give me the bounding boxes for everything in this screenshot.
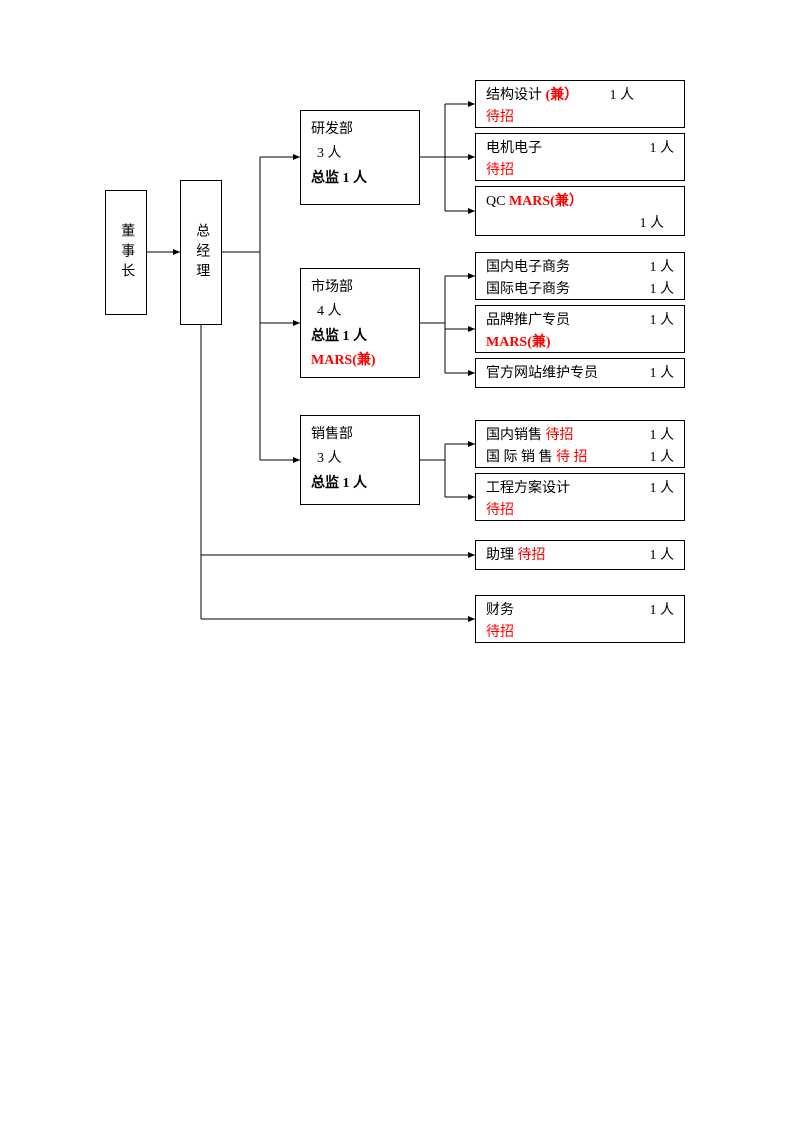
p10-l2: 待招 (486, 622, 674, 644)
dept-market-sup-text: 总监 1 人 (311, 329, 367, 344)
pos-struct-design: 结构设计 (兼） 1 人 待招 (475, 80, 685, 128)
p5-l1a: 品牌推广专员 (486, 310, 570, 332)
p4-l1c: 1 人 (650, 257, 675, 279)
p8-l2: 待招 (486, 500, 674, 522)
p2-l2: 待招 (486, 160, 674, 182)
p3-l2c: 1 人 (640, 216, 665, 231)
dept-sales-name: 销售部 (311, 424, 409, 446)
pos-ecom: 国内电子商务 1 人 国际电子商务 1 人 (475, 252, 685, 300)
p9-l1c: 1 人 (650, 545, 675, 567)
p10-l1a: 财务 (486, 600, 514, 622)
dept-market-count: 4 人 (311, 301, 409, 323)
dept-rd-box: 研发部 3 人 总监 1 人 (300, 110, 420, 205)
dept-sales-box: 销售部 3 人 总监 1 人 (300, 415, 420, 505)
dept-market-sup: 总监 1 人 (311, 326, 409, 348)
p1-l1a: 结构设计 (486, 88, 546, 103)
p8-l1c: 1 人 (650, 478, 675, 500)
dept-market-name: 市场部 (311, 277, 409, 299)
p5-l2b: MARS(兼) (486, 332, 674, 354)
p1-l2: 待招 (486, 107, 674, 129)
p1-l1b: (兼） (546, 88, 579, 103)
dept-sales-sup-text: 总监 1 人 (311, 476, 367, 491)
p7-l1a: 国内销售 (486, 428, 546, 443)
dept-rd-count: 3 人 (311, 143, 409, 165)
p6-l1a: 官方网站维护专员 (486, 363, 598, 385)
p10-l1c: 1 人 (650, 600, 675, 622)
p9-l1b: 待招 (518, 548, 546, 563)
chairman-box: 董事长 (105, 190, 147, 315)
dept-rd-name: 研发部 (311, 119, 409, 141)
dept-market-note: MARS(兼) (311, 350, 409, 372)
p5-l1c: 1 人 (650, 310, 675, 332)
p3-l1b: MARS(兼） (509, 194, 583, 209)
p3-l1a: QC (486, 194, 509, 209)
pos-brand: 品牌推广专员 1 人 MARS(兼) (475, 305, 685, 353)
p1-l1c: 1 人 (610, 85, 635, 107)
pos-qc: QC MARS(兼） 1 人 (475, 186, 685, 236)
p4-l1a: 国内电子商务 (486, 257, 570, 279)
p2-l1c: 1 人 (650, 138, 675, 160)
dept-sales-count: 3 人 (311, 448, 409, 470)
p4-l2a: 国际电子商务 (486, 279, 570, 301)
p7-l1c: 1 人 (650, 425, 675, 447)
p7-l2c: 1 人 (650, 447, 675, 469)
dept-market-box: 市场部 4 人 总监 1 人 MARS(兼) (300, 268, 420, 378)
p7-l2a: 国 际 销 售 (486, 450, 556, 465)
p6-l1c: 1 人 (650, 363, 675, 385)
p2-l1a: 电机电子 (486, 138, 542, 160)
dept-rd-supervisor: 总监 1 人 (311, 168, 409, 190)
p8-l1a: 工程方案设计 (486, 478, 570, 500)
gm-label: 总经理 (190, 223, 212, 283)
dept-rd-sup-text: 总监 1 人 (311, 171, 367, 186)
pos-sales-dom-intl: 国内销售 待招 1 人 国 际 销 售 待 招 1 人 (475, 420, 685, 468)
p7-l2b: 待 招 (556, 450, 588, 465)
pos-assistant: 助理 待招 1 人 (475, 540, 685, 570)
p7-l1b: 待招 (546, 428, 574, 443)
pos-finance: 财务 1 人 待招 (475, 595, 685, 643)
dept-sales-sup: 总监 1 人 (311, 473, 409, 495)
p9-l1a: 助理 (486, 548, 518, 563)
chairman-label: 董事长 (115, 223, 137, 283)
pos-web: 官方网站维护专员 1 人 (475, 358, 685, 388)
gm-box: 总经理 (180, 180, 222, 325)
p4-l2c: 1 人 (650, 279, 675, 301)
pos-motor-elec: 电机电子 1 人 待招 (475, 133, 685, 181)
pos-eng-scheme: 工程方案设计 1 人 待招 (475, 473, 685, 521)
